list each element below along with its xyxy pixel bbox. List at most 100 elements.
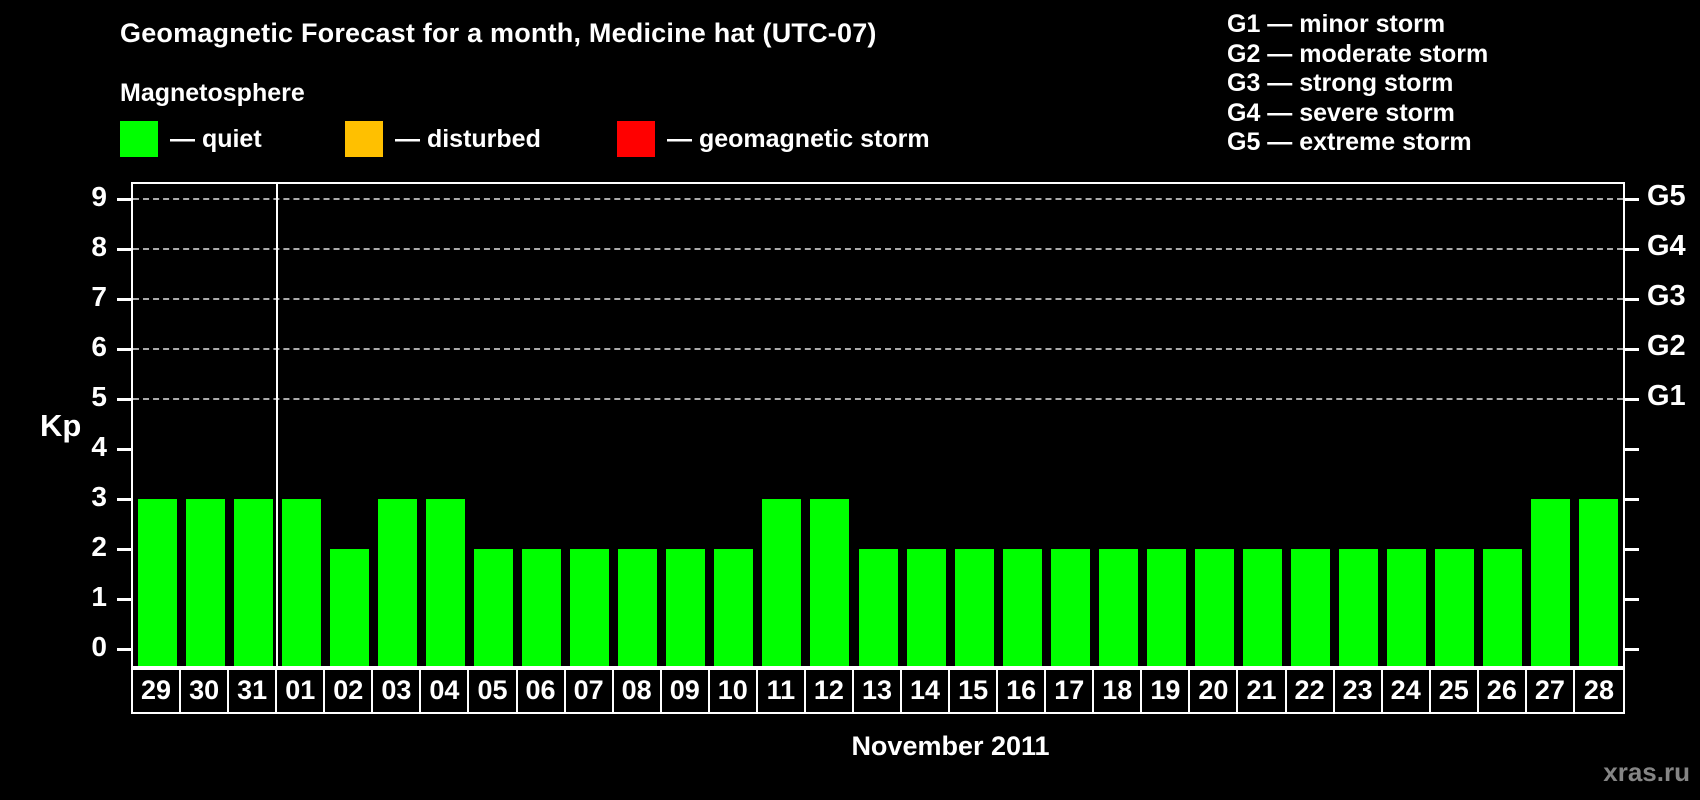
kp-bar-day-18 <box>1098 549 1138 666</box>
right-axis-tick <box>1625 498 1639 501</box>
day-label-cell: 11 <box>758 670 806 712</box>
kp-bar-day-28 <box>1579 499 1619 666</box>
y-tick-label: 8 <box>91 231 107 262</box>
legend-label: — disturbed <box>395 124 541 153</box>
day-label-cell: 27 <box>1527 670 1575 712</box>
right-axis-tick <box>1625 298 1639 301</box>
quiet-color-swatch <box>120 121 158 157</box>
day-label-cell: 21 <box>1238 670 1287 712</box>
gridline-kp-9 <box>133 198 1623 200</box>
y-tick-label: 9 <box>91 181 107 212</box>
kp-bar-day-13 <box>858 549 898 666</box>
legend-item-quiet: — quiet <box>120 121 262 157</box>
plot-area <box>131 182 1625 668</box>
y-tick-label: 2 <box>91 531 107 562</box>
kp-bar-day-12 <box>810 499 850 666</box>
kp-bar-day-02 <box>329 549 369 666</box>
kp-bar-day-06 <box>522 549 562 666</box>
y-tick-label: 4 <box>91 431 107 462</box>
day-label-cell: 08 <box>614 670 662 712</box>
day-label-cell: 23 <box>1335 670 1383 712</box>
storm-color-swatch <box>617 121 655 157</box>
right-axis-tick <box>1625 198 1639 201</box>
magnetosphere-label: Magnetosphere <box>120 79 305 107</box>
g-legend-line: G4 — severe storm <box>1227 98 1455 127</box>
y-axis-tick <box>117 298 131 301</box>
day-label-cell: 02 <box>325 670 374 712</box>
kp-bar-day-25 <box>1435 549 1475 666</box>
legend-label: — quiet <box>170 124 262 153</box>
y-tick-label: 7 <box>91 281 107 312</box>
y-tick-label: 1 <box>91 581 107 612</box>
kp-bar-day-16 <box>1002 549 1042 666</box>
day-label-cell: 24 <box>1383 670 1431 712</box>
day-label-cell: 22 <box>1287 670 1335 712</box>
kp-bar-day-24 <box>1387 549 1427 666</box>
y-tick-label: 0 <box>91 631 107 662</box>
day-label-cell: 28 <box>1583 675 1614 705</box>
disturbed-color-swatch <box>345 121 383 157</box>
watermark: xras.ru <box>1603 757 1690 787</box>
y-tick-label: 3 <box>91 481 107 512</box>
kp-bar-day-31 <box>233 499 273 666</box>
gridline-kp-6 <box>133 348 1623 350</box>
right-axis-tick <box>1625 248 1639 251</box>
day-label-cell: 09 <box>662 670 710 712</box>
day-label-cell: 25 <box>1431 670 1479 712</box>
kp-bar-day-14 <box>906 549 946 666</box>
day-label-cell: 19 <box>1142 670 1191 712</box>
kp-bar-day-20 <box>1194 549 1234 666</box>
g-level-label: G4 <box>1647 230 1686 262</box>
day-label-cell: 13 <box>854 670 903 712</box>
y-axis-tick <box>117 248 131 251</box>
kp-bar-day-29 <box>137 499 177 666</box>
gridline-kp-5 <box>133 398 1623 400</box>
g-level-label: G1 <box>1647 380 1686 412</box>
y-axis-tick <box>117 198 131 201</box>
kp-bar-day-03 <box>377 499 417 666</box>
right-axis-tick <box>1625 548 1639 551</box>
x-axis-title: November 2011 <box>851 731 1050 761</box>
day-label-cell: 12 <box>806 670 854 712</box>
y-tick-label: 6 <box>91 331 107 362</box>
day-label-cell: 31 <box>229 670 278 712</box>
kp-bar-day-08 <box>618 549 658 666</box>
right-axis-tick <box>1625 398 1639 401</box>
y-axis-tick <box>117 398 131 401</box>
day-label-cell: 30 <box>181 670 230 712</box>
gridline-kp-8 <box>133 248 1623 250</box>
day-label-cell: 01 <box>277 670 326 712</box>
day-label-cell: 26 <box>1479 670 1527 712</box>
g-legend-line: G3 — strong storm <box>1227 69 1454 97</box>
legend-item-disturbed: — disturbed <box>345 121 541 157</box>
kp-bar-day-19 <box>1146 549 1186 666</box>
y-axis-tick <box>117 448 131 451</box>
kp-bar-day-01 <box>281 499 321 666</box>
day-label-cell: 16 <box>998 670 1047 712</box>
kp-bar-day-22 <box>1291 549 1331 666</box>
g-level-label: G2 <box>1647 330 1686 362</box>
g-level-label: G5 <box>1647 180 1686 212</box>
kp-bar-day-07 <box>570 549 610 666</box>
day-label-cell: 10 <box>710 670 758 712</box>
y-axis-tick <box>117 348 131 351</box>
day-label-cell: 14 <box>902 670 951 712</box>
kp-bar-day-15 <box>954 549 994 666</box>
g-legend-line: G5 — extreme storm <box>1227 128 1472 156</box>
kp-bar-day-09 <box>666 549 706 666</box>
day-label-cell: 04 <box>421 670 470 712</box>
kp-bar-day-17 <box>1050 549 1090 666</box>
kp-bar-day-05 <box>473 549 513 666</box>
kp-bar-day-10 <box>714 549 754 666</box>
g-scale-legend: G1 — minor storm G2 — moderate storm G3 … <box>1227 10 1488 158</box>
legend-label: — geomagnetic storm <box>667 124 930 153</box>
y-axis-tick <box>117 648 131 651</box>
day-label-cell: 06 <box>518 670 566 712</box>
y-axis-tick <box>117 548 131 551</box>
g-legend-line: G2 — moderate storm <box>1227 39 1489 68</box>
day-label-cell: 17 <box>1046 670 1095 712</box>
y-axis-title: Kp <box>40 408 82 443</box>
gridline-kp-7 <box>133 298 1623 300</box>
kp-bar-day-23 <box>1339 549 1379 666</box>
